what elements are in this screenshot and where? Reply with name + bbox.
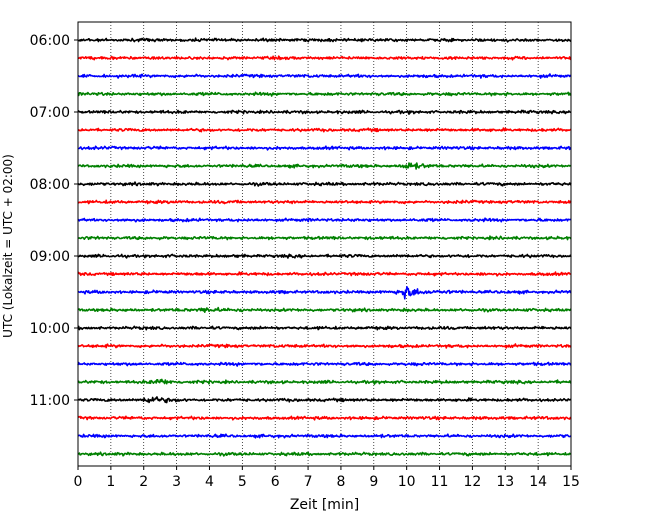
x-tick-label: 5 — [238, 474, 247, 490]
seismic-trace — [77, 378, 572, 385]
x-tick-label: 9 — [369, 474, 378, 490]
y-tick-label: 06:00 — [30, 33, 70, 49]
seismic-trace — [77, 199, 572, 205]
seismic-trace — [77, 415, 572, 421]
seismic-trace — [77, 271, 572, 277]
y-tick-label: 07:00 — [30, 105, 70, 121]
seismic-trace — [77, 343, 572, 349]
x-tick-label: 6 — [271, 474, 280, 490]
y-tick-label: 11:00 — [30, 393, 70, 409]
seismic-trace — [77, 181, 572, 187]
x-tick-label: 14 — [529, 474, 547, 490]
plot-frame — [77, 21, 572, 467]
seismic-trace — [77, 306, 572, 313]
x-tick-label: 3 — [172, 474, 181, 490]
x-tick-label: 11 — [431, 474, 449, 490]
x-tick-label: 7 — [304, 474, 313, 490]
y-tick-label: 10:00 — [30, 321, 70, 337]
seismic-trace — [77, 361, 572, 367]
seismic-trace — [77, 286, 572, 300]
seismic-trace — [77, 235, 572, 241]
x-tick-label: 4 — [205, 474, 214, 490]
seismic-trace — [77, 73, 572, 79]
seismic-trace — [77, 253, 572, 259]
seismic-trace — [77, 37, 572, 43]
y-axis-title: UTC (Lokalzeit = UTC + 02:00) — [1, 154, 15, 338]
seismic-trace — [77, 217, 572, 223]
seismic-trace — [77, 145, 572, 151]
seismic-trace — [77, 325, 572, 331]
seismic-trace — [77, 433, 572, 439]
x-tick-label: 8 — [336, 474, 345, 490]
x-axis-title: Zeit [min] — [290, 497, 359, 513]
y-tick-label: 08:00 — [30, 177, 70, 193]
x-tick-label: 1 — [106, 474, 115, 490]
seismic-trace — [77, 109, 572, 115]
seismic-trace — [77, 396, 572, 404]
grid-lines — [110, 22, 539, 466]
x-tick-label: 12 — [463, 474, 481, 490]
x-tick-label: 2 — [139, 474, 148, 490]
y-axis-ticks: 06:00 07:00 08:00 09:00 10:00 11:00 — [30, 33, 78, 409]
x-axis-ticks: 0 1 2 3 4 5 6 7 8 9 10 11 12 13 14 15 — [74, 466, 580, 490]
seismic-traces — [77, 37, 572, 457]
x-tick-label: 10 — [398, 474, 416, 490]
seismic-trace — [77, 127, 572, 133]
seismic-trace — [77, 91, 572, 97]
seismic-trace — [77, 451, 572, 457]
x-tick-label: 15 — [562, 474, 580, 490]
seismic-trace — [77, 162, 572, 170]
y-tick-label: 09:00 — [30, 249, 70, 265]
seismic-trace — [77, 55, 572, 61]
x-tick-label: 0 — [74, 474, 83, 490]
x-tick-label: 13 — [496, 474, 514, 490]
